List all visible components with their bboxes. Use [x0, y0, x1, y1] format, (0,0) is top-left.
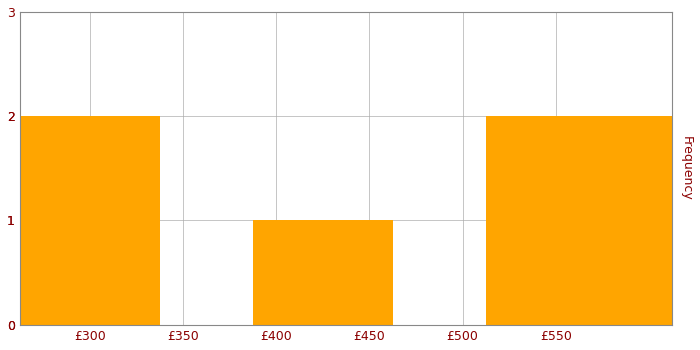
Bar — [486, 116, 672, 324]
Y-axis label: Frequency: Frequency — [680, 136, 693, 201]
Bar — [253, 220, 393, 324]
Bar — [20, 116, 160, 324]
